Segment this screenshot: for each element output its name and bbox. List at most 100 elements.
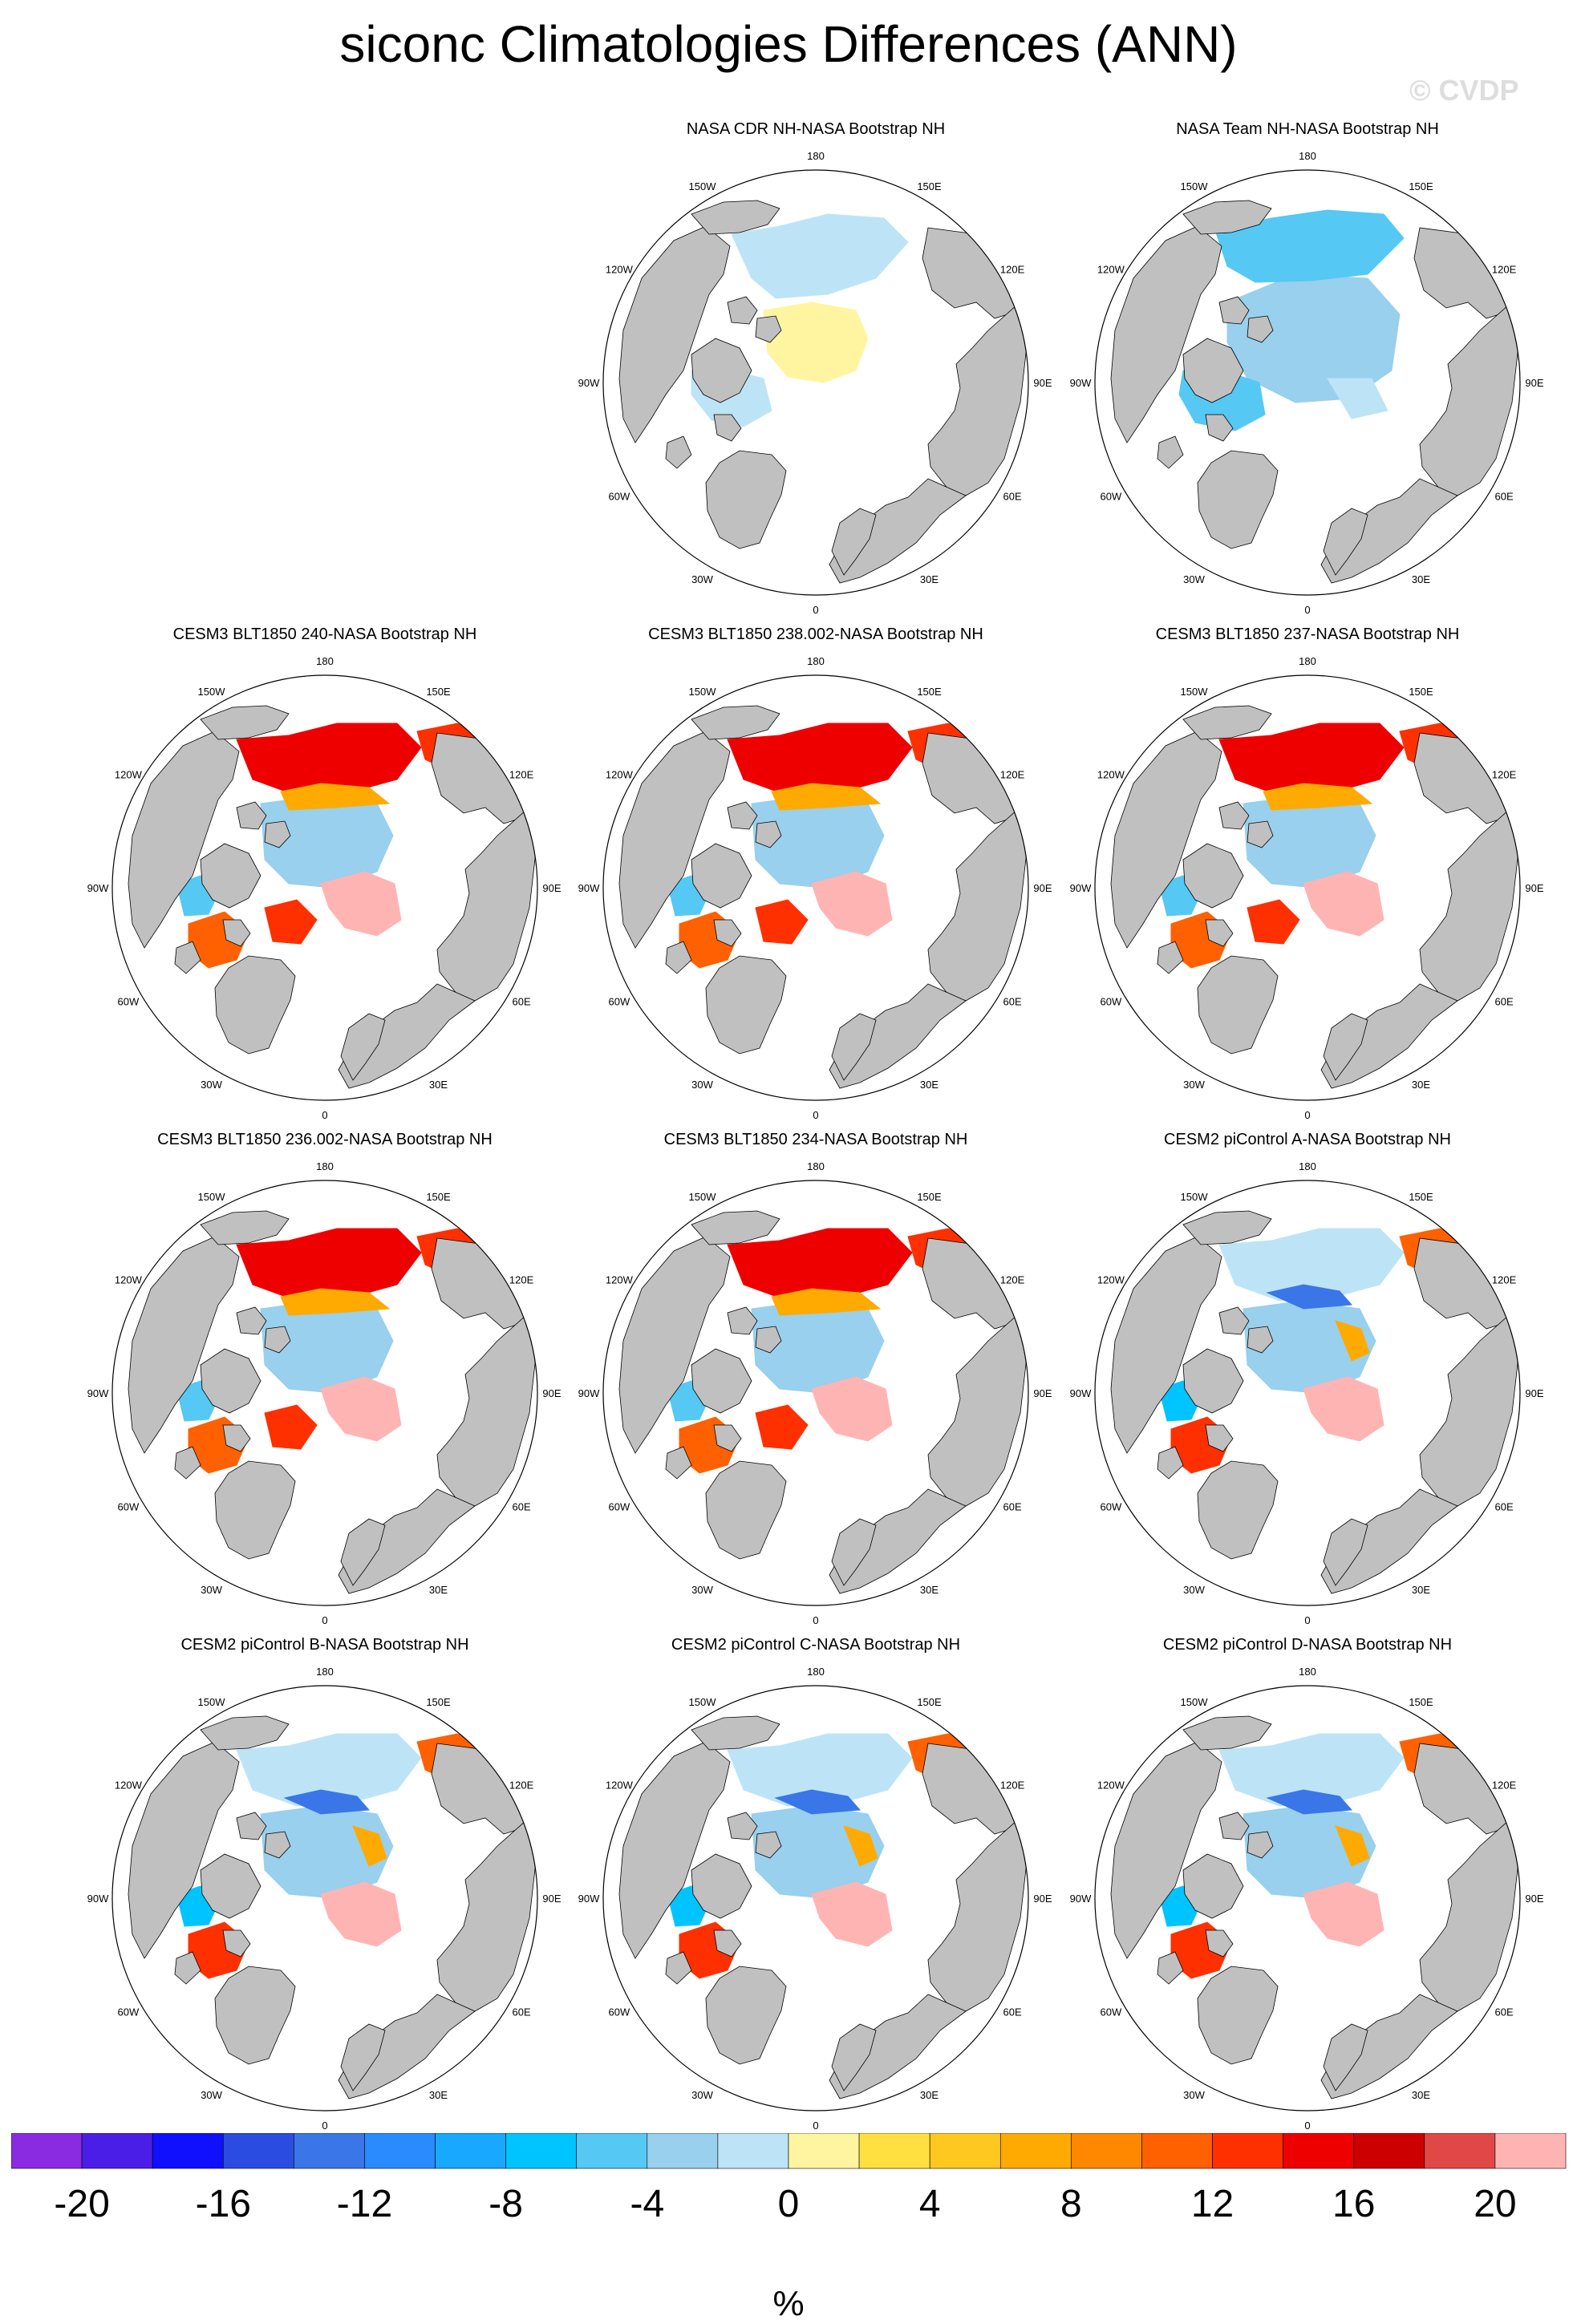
land-mass bbox=[214, 1966, 296, 2065]
land-mass bbox=[713, 919, 742, 947]
longitude-label: 150W bbox=[198, 686, 226, 698]
land-mass bbox=[214, 955, 296, 1055]
longitude-label: 90W bbox=[578, 377, 600, 389]
land-mass bbox=[222, 1424, 251, 1452]
anomaly-region bbox=[236, 1228, 422, 1302]
longitude-label: 30W bbox=[1183, 573, 1205, 585]
colorbar-tick-label: 20 bbox=[1474, 2183, 1516, 2225]
anomaly-region bbox=[771, 783, 882, 811]
figure-title: siconc Climatologies Differences (ANN) bbox=[339, 15, 1238, 73]
land-mass bbox=[264, 1831, 291, 1859]
longitude-label: 180 bbox=[807, 1160, 825, 1172]
longitude-label: 60E bbox=[1003, 2006, 1022, 2018]
longitude-label: 30E bbox=[1412, 573, 1430, 585]
land-mass bbox=[1110, 1236, 1222, 1454]
longitude-label: 60E bbox=[513, 2006, 531, 2018]
map-panel: CESM2 piControl B-NASA Bootstrap NH 180 15… bbox=[80, 1636, 570, 2133]
anomaly-region bbox=[264, 1404, 318, 1450]
land-mass bbox=[200, 843, 261, 909]
land-mass bbox=[236, 1812, 267, 1840]
anomaly-region bbox=[352, 1825, 387, 1867]
longitude-label: 60W bbox=[118, 996, 140, 1008]
land-mass bbox=[1182, 1715, 1272, 1751]
longitude-label: 90W bbox=[87, 1893, 109, 1905]
land-mass bbox=[1247, 315, 1274, 343]
colorbar-bin bbox=[717, 2133, 789, 2169]
longitude-label: 150W bbox=[198, 1191, 226, 1203]
anomaly-region bbox=[280, 1288, 391, 1316]
colorbar-tick-label: 8 bbox=[1060, 2183, 1082, 2225]
longitude-label: 90W bbox=[578, 882, 600, 894]
colorbar-tick-label: 4 bbox=[919, 2183, 941, 2225]
land-mass bbox=[1110, 1741, 1222, 1959]
colorbar-tick-label: 0 bbox=[778, 2183, 800, 2225]
anomaly-region bbox=[755, 899, 809, 945]
map-panel: CESM3 BLT1850 237-NASA Bootstrap NH 180 15… bbox=[1063, 626, 1552, 1123]
longitude-label: 30W bbox=[201, 2089, 222, 2101]
land-mass bbox=[691, 705, 780, 740]
land-mass bbox=[1323, 1518, 1368, 1586]
longitude-label: 120E bbox=[1000, 264, 1025, 276]
anomaly-region bbox=[811, 1881, 893, 1947]
polar-stereographic-map: 180 150E 120E 90E 60E 30E 0 30W 60W 90W 120W 150W bbox=[87, 655, 561, 1121]
panel-title: NASA CDR NH-NASA Bootstrap NH bbox=[686, 120, 946, 138]
panel-title: CESM3 BLT1850 237-NASA Bootstrap NH bbox=[1155, 626, 1460, 643]
land-mass bbox=[1182, 1210, 1272, 1245]
map-panel: CESM2 piControl D-NASA Bootstrap NH 180 15… bbox=[1063, 1636, 1552, 2133]
land-mass bbox=[665, 1951, 692, 1985]
longitude-label: 90E bbox=[1033, 1893, 1052, 1905]
land-mass bbox=[829, 478, 967, 584]
anomaly-region bbox=[264, 899, 318, 945]
polar-stereographic-map: 180 150E 120E 90E 60E 30E 0 30W 60W 90W 120W 150W bbox=[578, 655, 1052, 1121]
longitude-label: 30E bbox=[920, 573, 938, 585]
longitude-label: 150E bbox=[426, 1696, 451, 1708]
longitude-label: 150E bbox=[1409, 180, 1433, 192]
panel-title: CESM3 BLT1850 238.002-NASA Bootstrap NH bbox=[648, 626, 983, 643]
land-mass bbox=[665, 941, 692, 974]
land-mass bbox=[338, 1488, 476, 1594]
longitude-label: 150E bbox=[426, 1191, 451, 1203]
colorbar-bin bbox=[435, 2133, 506, 2169]
land-mass bbox=[128, 1236, 240, 1454]
longitude-label: 150W bbox=[1181, 686, 1209, 698]
longitude-label: 120E bbox=[1492, 264, 1517, 276]
land-mass bbox=[1320, 1994, 1458, 2099]
longitude-label: 90E bbox=[1525, 1387, 1543, 1399]
longitude-label: 60E bbox=[1495, 491, 1514, 503]
colorbar-tick-label: -8 bbox=[489, 2183, 523, 2225]
land-mass bbox=[236, 1306, 267, 1335]
polar-stereographic-map: 180 150E 120E 90E 60E 30E 0 30W 60W 90W 120W 150W bbox=[578, 1666, 1052, 2132]
longitude-label: 30E bbox=[1412, 2089, 1430, 2101]
colorbar-bin bbox=[647, 2133, 719, 2169]
colorbar: -20 -16 -12 -8 -4 0 4 8 12 16 20 bbox=[11, 2133, 1567, 2225]
longitude-label: 90W bbox=[1070, 377, 1092, 389]
land-mass bbox=[1197, 1460, 1279, 1560]
land-mass bbox=[713, 1424, 742, 1452]
anomaly-region bbox=[1327, 378, 1388, 419]
land-mass bbox=[927, 1308, 1028, 1507]
land-mass bbox=[1323, 1013, 1368, 1081]
colorbar-tick-label: -20 bbox=[54, 2183, 109, 2225]
panel-title: NASA Team NH-NASA Bootstrap NH bbox=[1176, 120, 1439, 138]
colorbar-bin bbox=[11, 2133, 83, 2169]
longitude-label: 120E bbox=[1000, 769, 1025, 781]
colorbar-bin bbox=[788, 2133, 860, 2169]
land-mass bbox=[618, 731, 731, 949]
land-mass bbox=[1218, 801, 1250, 830]
colorbar-bin bbox=[1141, 2133, 1213, 2169]
longitude-label: 120E bbox=[1492, 1779, 1517, 1792]
map-panel: NASA Team NH-NASA Bootstrap NH 180 150E 120… bbox=[1063, 120, 1552, 617]
longitude-label: 0 bbox=[813, 1614, 818, 1626]
land-mass bbox=[222, 919, 251, 947]
longitude-label: 90W bbox=[1070, 1893, 1092, 1905]
land-mass bbox=[1197, 450, 1279, 549]
anomaly-region bbox=[1303, 871, 1384, 937]
longitude-label: 180 bbox=[316, 1160, 334, 1172]
panel-title: CESM3 BLT1850 234-NASA Bootstrap NH bbox=[663, 1131, 968, 1148]
longitude-label: 60W bbox=[1101, 1501, 1122, 1513]
map-boundary bbox=[602, 1180, 1029, 1606]
longitude-label: 120E bbox=[509, 1274, 534, 1286]
anomaly-region bbox=[1335, 1320, 1370, 1362]
longitude-label: 120W bbox=[115, 1779, 143, 1792]
map-panel: CESM3 BLT1850 236.002-NASA Bootstrap NH 1… bbox=[80, 1131, 570, 1628]
